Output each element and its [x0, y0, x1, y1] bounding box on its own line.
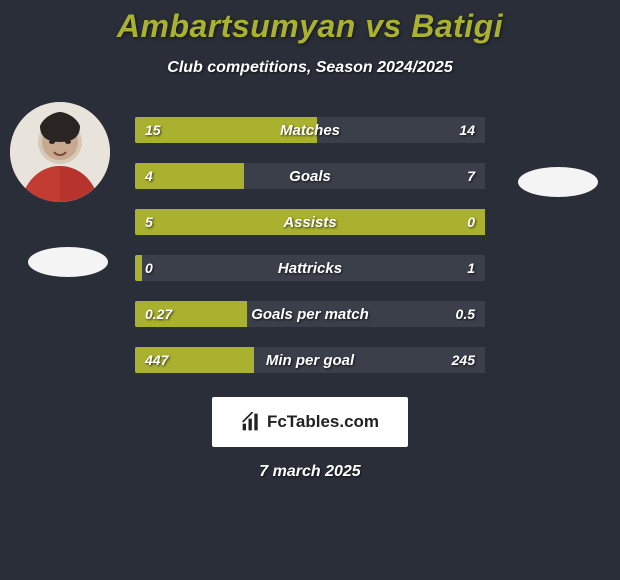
- bar-left-fill: [135, 347, 254, 373]
- bar-right-fill: [317, 117, 485, 143]
- player1-avatar: [10, 102, 110, 202]
- comparison-stage: 1514Matches 47Goals 50Assists 01Hattricks 0.…: [0, 117, 620, 373]
- bar-left-fill: [135, 117, 317, 143]
- brand-text: FcTables.com: [267, 412, 379, 432]
- player1-name: Ambartsumyan: [117, 8, 356, 44]
- subtitle: Club competitions, Season 2024/2025: [0, 59, 620, 77]
- stat-row: 01Hattricks: [135, 255, 485, 281]
- title-vs: vs: [356, 8, 411, 44]
- avatar-placeholder-icon: [10, 102, 110, 202]
- page-title: Ambartsumyan vs Batigi: [0, 8, 620, 45]
- chart-icon: [241, 412, 261, 432]
- stat-row: 50Assists: [135, 209, 485, 235]
- stat-row: 447245Min per goal: [135, 347, 485, 373]
- stat-row: 47Goals: [135, 163, 485, 189]
- player2-name: Batigi: [411, 8, 503, 44]
- stat-bars: 1514Matches 47Goals 50Assists 01Hattricks 0.…: [135, 117, 485, 373]
- brand-box: FcTables.com: [212, 397, 408, 447]
- player1-club-badge: [28, 247, 108, 277]
- bar-left-fill: [135, 163, 244, 189]
- bar-right-fill: [254, 347, 485, 373]
- date-text: 7 march 2025: [0, 463, 620, 481]
- bar-right-fill: [247, 301, 485, 327]
- bar-right-fill: [244, 163, 486, 189]
- bar-left-fill: [135, 301, 247, 327]
- player2-club-badge: [518, 167, 598, 197]
- bar-left-fill: [135, 209, 485, 235]
- stat-row: 1514Matches: [135, 117, 485, 143]
- stat-row: 0.270.5Goals per match: [135, 301, 485, 327]
- bar-left-fill: [135, 255, 142, 281]
- bar-right-fill: [142, 255, 485, 281]
